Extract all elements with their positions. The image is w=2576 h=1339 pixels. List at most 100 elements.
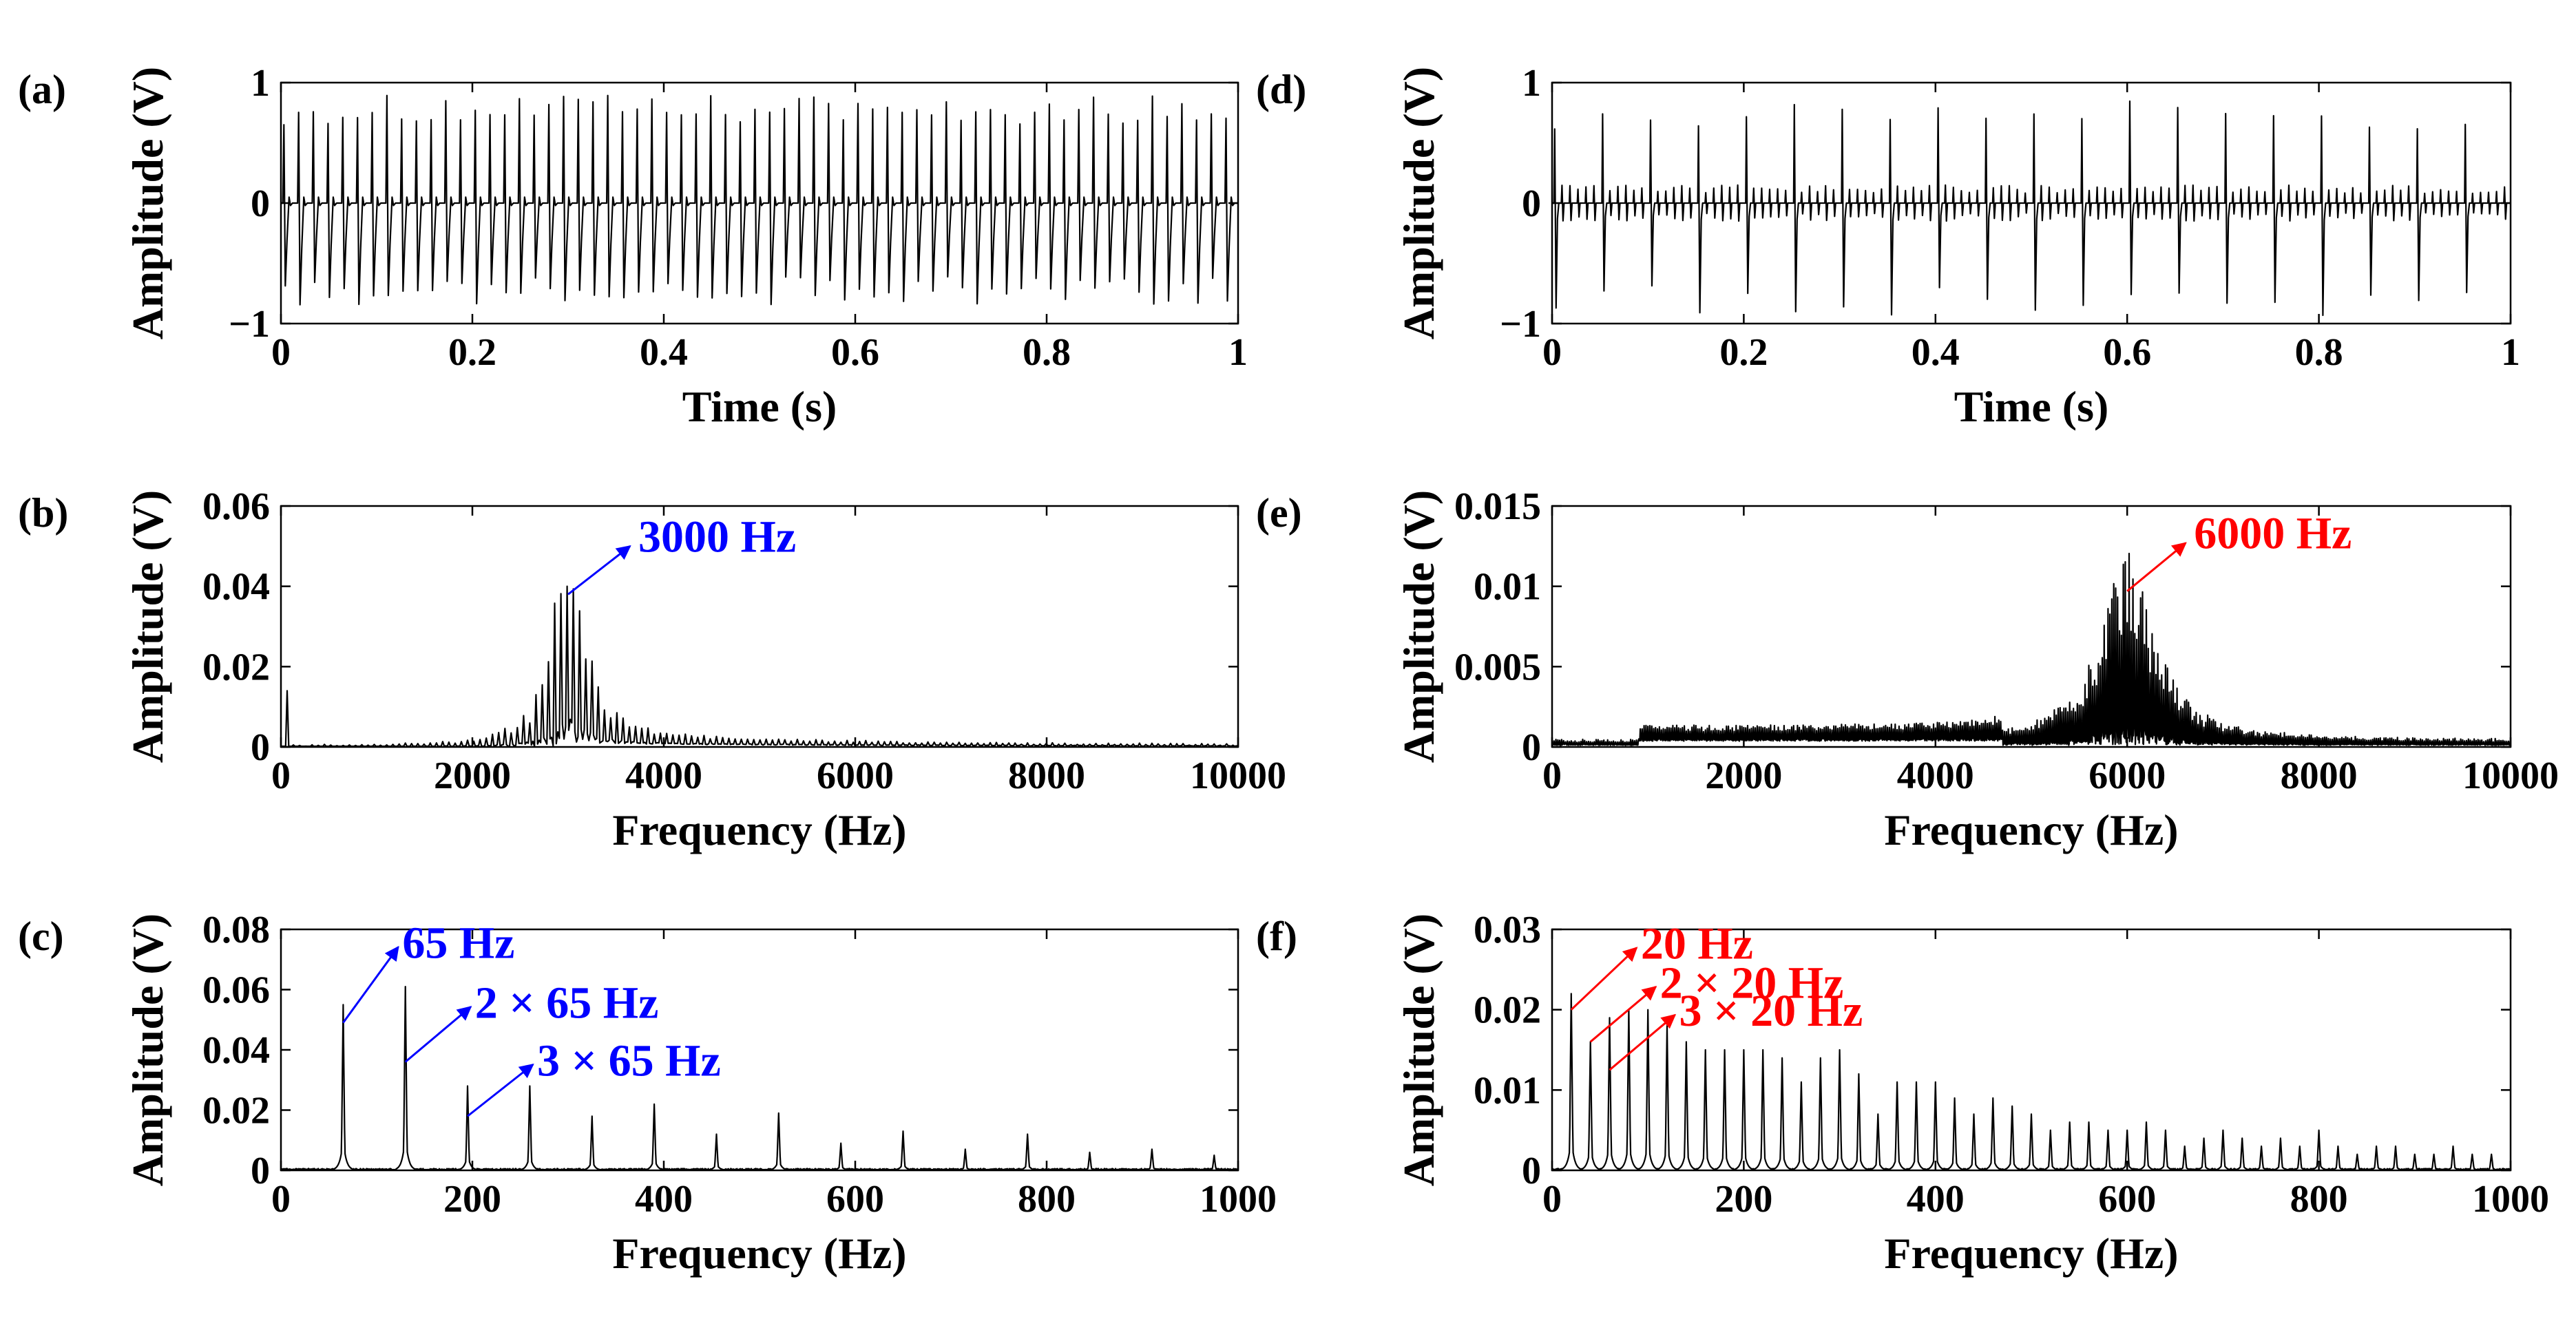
- annotation-label: 2 × 65 Hz: [475, 978, 659, 1029]
- x-tick-label: 1: [1228, 331, 1248, 374]
- y-tick-label: 0.04: [202, 566, 270, 609]
- x-tick-label: 8000: [2281, 755, 2358, 797]
- annotation-label: 65 Hz: [402, 918, 514, 969]
- x-tick-label: 400: [1907, 1178, 1965, 1221]
- annotation-arrow: [1570, 947, 1638, 1011]
- annotation-label: 3 × 20 Hz: [1679, 986, 1863, 1036]
- annotation-arrow: [567, 545, 631, 595]
- x-tick-label: 0.2: [1719, 331, 1768, 374]
- panel-b: 0 2000 4000 6000 8000 10000 0 0.02 0.04 0.06 Frequ…: [18, 485, 1286, 854]
- y-axis-label: Amplitude (V): [1394, 914, 1443, 1186]
- panel-label: (c): [18, 914, 64, 959]
- y-tick-label: 1: [1522, 62, 1541, 105]
- x-tick-label: 8000: [1008, 755, 1085, 797]
- signal-trace: [1551, 993, 2511, 1171]
- x-tick-label: 0.6: [831, 331, 879, 374]
- x-tick-label: 600: [826, 1178, 884, 1221]
- panel-f: 0 200 400 600 800 1000 0 0.01 0.02 0.03 Frequency …: [1256, 909, 2549, 1278]
- x-tick-label: 6000: [2088, 755, 2166, 797]
- annotation-arrow: [404, 1006, 472, 1063]
- x-tick-label: 0.6: [2103, 331, 2151, 374]
- y-tick-label: 0.02: [1474, 989, 1541, 1032]
- annotation-arrow: [1609, 1013, 1677, 1071]
- signal-trace: [281, 94, 1238, 306]
- x-tick-label: 800: [2290, 1178, 2348, 1221]
- x-axis-label: Time (s): [682, 382, 837, 431]
- panel-c: 0 200 400 600 800 1000 0 0.02 0.04 0.06 0.08 Freque…: [18, 909, 1277, 1278]
- y-tick-label: 1: [251, 62, 270, 105]
- annotation-arrow: [2126, 542, 2187, 592]
- x-tick-label: 400: [635, 1178, 693, 1221]
- y-axis-label: Amplitude (V): [1394, 67, 1443, 339]
- x-tick-label: 0.8: [2295, 331, 2343, 374]
- y-tick-label: 0: [251, 1150, 270, 1192]
- annotation-arrow: [1589, 985, 1657, 1043]
- y-tick-label: 0.02: [202, 646, 270, 688]
- axes-frame: [1551, 928, 2512, 1172]
- annotation-arrow: [342, 945, 399, 1024]
- x-tick-label: 200: [1715, 1178, 1772, 1221]
- y-tick-label: −1: [1500, 303, 1541, 346]
- y-tick-label: 0.005: [1454, 646, 1541, 688]
- panel-label: (f): [1256, 914, 1297, 959]
- y-tick-label: 0: [1522, 726, 1541, 769]
- x-tick-label: 6000: [817, 755, 894, 797]
- x-tick-label: 0: [1542, 755, 1562, 797]
- x-tick-label: 1000: [1200, 1178, 1277, 1221]
- y-tick-label: 0: [1522, 182, 1541, 225]
- x-tick-label: 0.2: [448, 331, 496, 374]
- x-axis-label: Frequency (Hz): [612, 805, 906, 854]
- panel-label: (a): [18, 67, 66, 112]
- x-axis-label: Frequency (Hz): [1884, 1229, 2178, 1278]
- x-tick-label: 1: [2501, 331, 2520, 374]
- annotation-label: 20 Hz: [1641, 919, 1753, 969]
- x-tick-label: 0: [1542, 331, 1562, 374]
- axes-frame: [280, 505, 1239, 748]
- y-tick-label: 0: [1522, 1150, 1541, 1192]
- y-tick-label: 0.01: [1474, 1069, 1541, 1112]
- x-tick-label: 0.4: [640, 331, 688, 374]
- y-axis-label: Amplitude (V): [1394, 490, 1443, 763]
- x-tick-label: 4000: [1897, 755, 1974, 797]
- x-tick-label: 10000: [2462, 755, 2559, 797]
- signal-trace: [1551, 552, 2512, 746]
- axes-frame: [1551, 505, 2512, 748]
- annotation-label: 3000 Hz: [638, 512, 796, 562]
- x-axis-label: Time (s): [1954, 382, 2109, 431]
- panel-label: (d): [1256, 67, 1306, 112]
- annotation-label: 6000 Hz: [2194, 509, 2352, 559]
- x-tick-label: 800: [1018, 1178, 1076, 1221]
- x-tick-label: 0.4: [1912, 331, 1960, 374]
- x-tick-label: 0.8: [1023, 331, 1071, 374]
- x-tick-label: 4000: [625, 755, 702, 797]
- x-tick-label: 0: [271, 1178, 291, 1221]
- y-tick-label: 0.01: [1474, 566, 1541, 609]
- x-tick-label: 0: [271, 331, 291, 374]
- y-tick-label: 0.02: [202, 1090, 270, 1132]
- y-tick-label: 0.04: [202, 1029, 270, 1072]
- x-tick-label: 10000: [1190, 755, 1286, 797]
- x-tick-label: 2000: [1705, 755, 1782, 797]
- y-tick-label: 0: [251, 726, 270, 769]
- x-tick-label: 1000: [2472, 1178, 2549, 1221]
- x-axis-label: Frequency (Hz): [1884, 805, 2178, 854]
- x-tick-label: 0: [271, 755, 291, 797]
- y-tick-label: 0.06: [202, 485, 270, 528]
- panel-e: 0 2000 4000 6000 8000 10000 0 0.005 0.01 0.015 Fre…: [1256, 485, 2559, 854]
- annotation-label: 2 × 20 Hz: [1660, 958, 1844, 1008]
- y-tick-label: 0.03: [1474, 909, 1541, 951]
- signal-trace: [1552, 100, 2511, 317]
- x-axis-label: Frequency (Hz): [612, 1229, 906, 1278]
- x-tick-label: 0: [1542, 1178, 1562, 1221]
- annotation-arrow: [467, 1063, 534, 1117]
- x-tick-label: 200: [443, 1178, 501, 1221]
- x-tick-label: 600: [2098, 1178, 2156, 1221]
- y-axis-label: Amplitude (V): [123, 67, 172, 339]
- y-tick-label: 0: [251, 182, 270, 225]
- y-axis-label: Amplitude (V): [123, 490, 172, 763]
- y-tick-label: 0.015: [1454, 485, 1541, 528]
- y-axis-label: Amplitude (V): [123, 914, 172, 1186]
